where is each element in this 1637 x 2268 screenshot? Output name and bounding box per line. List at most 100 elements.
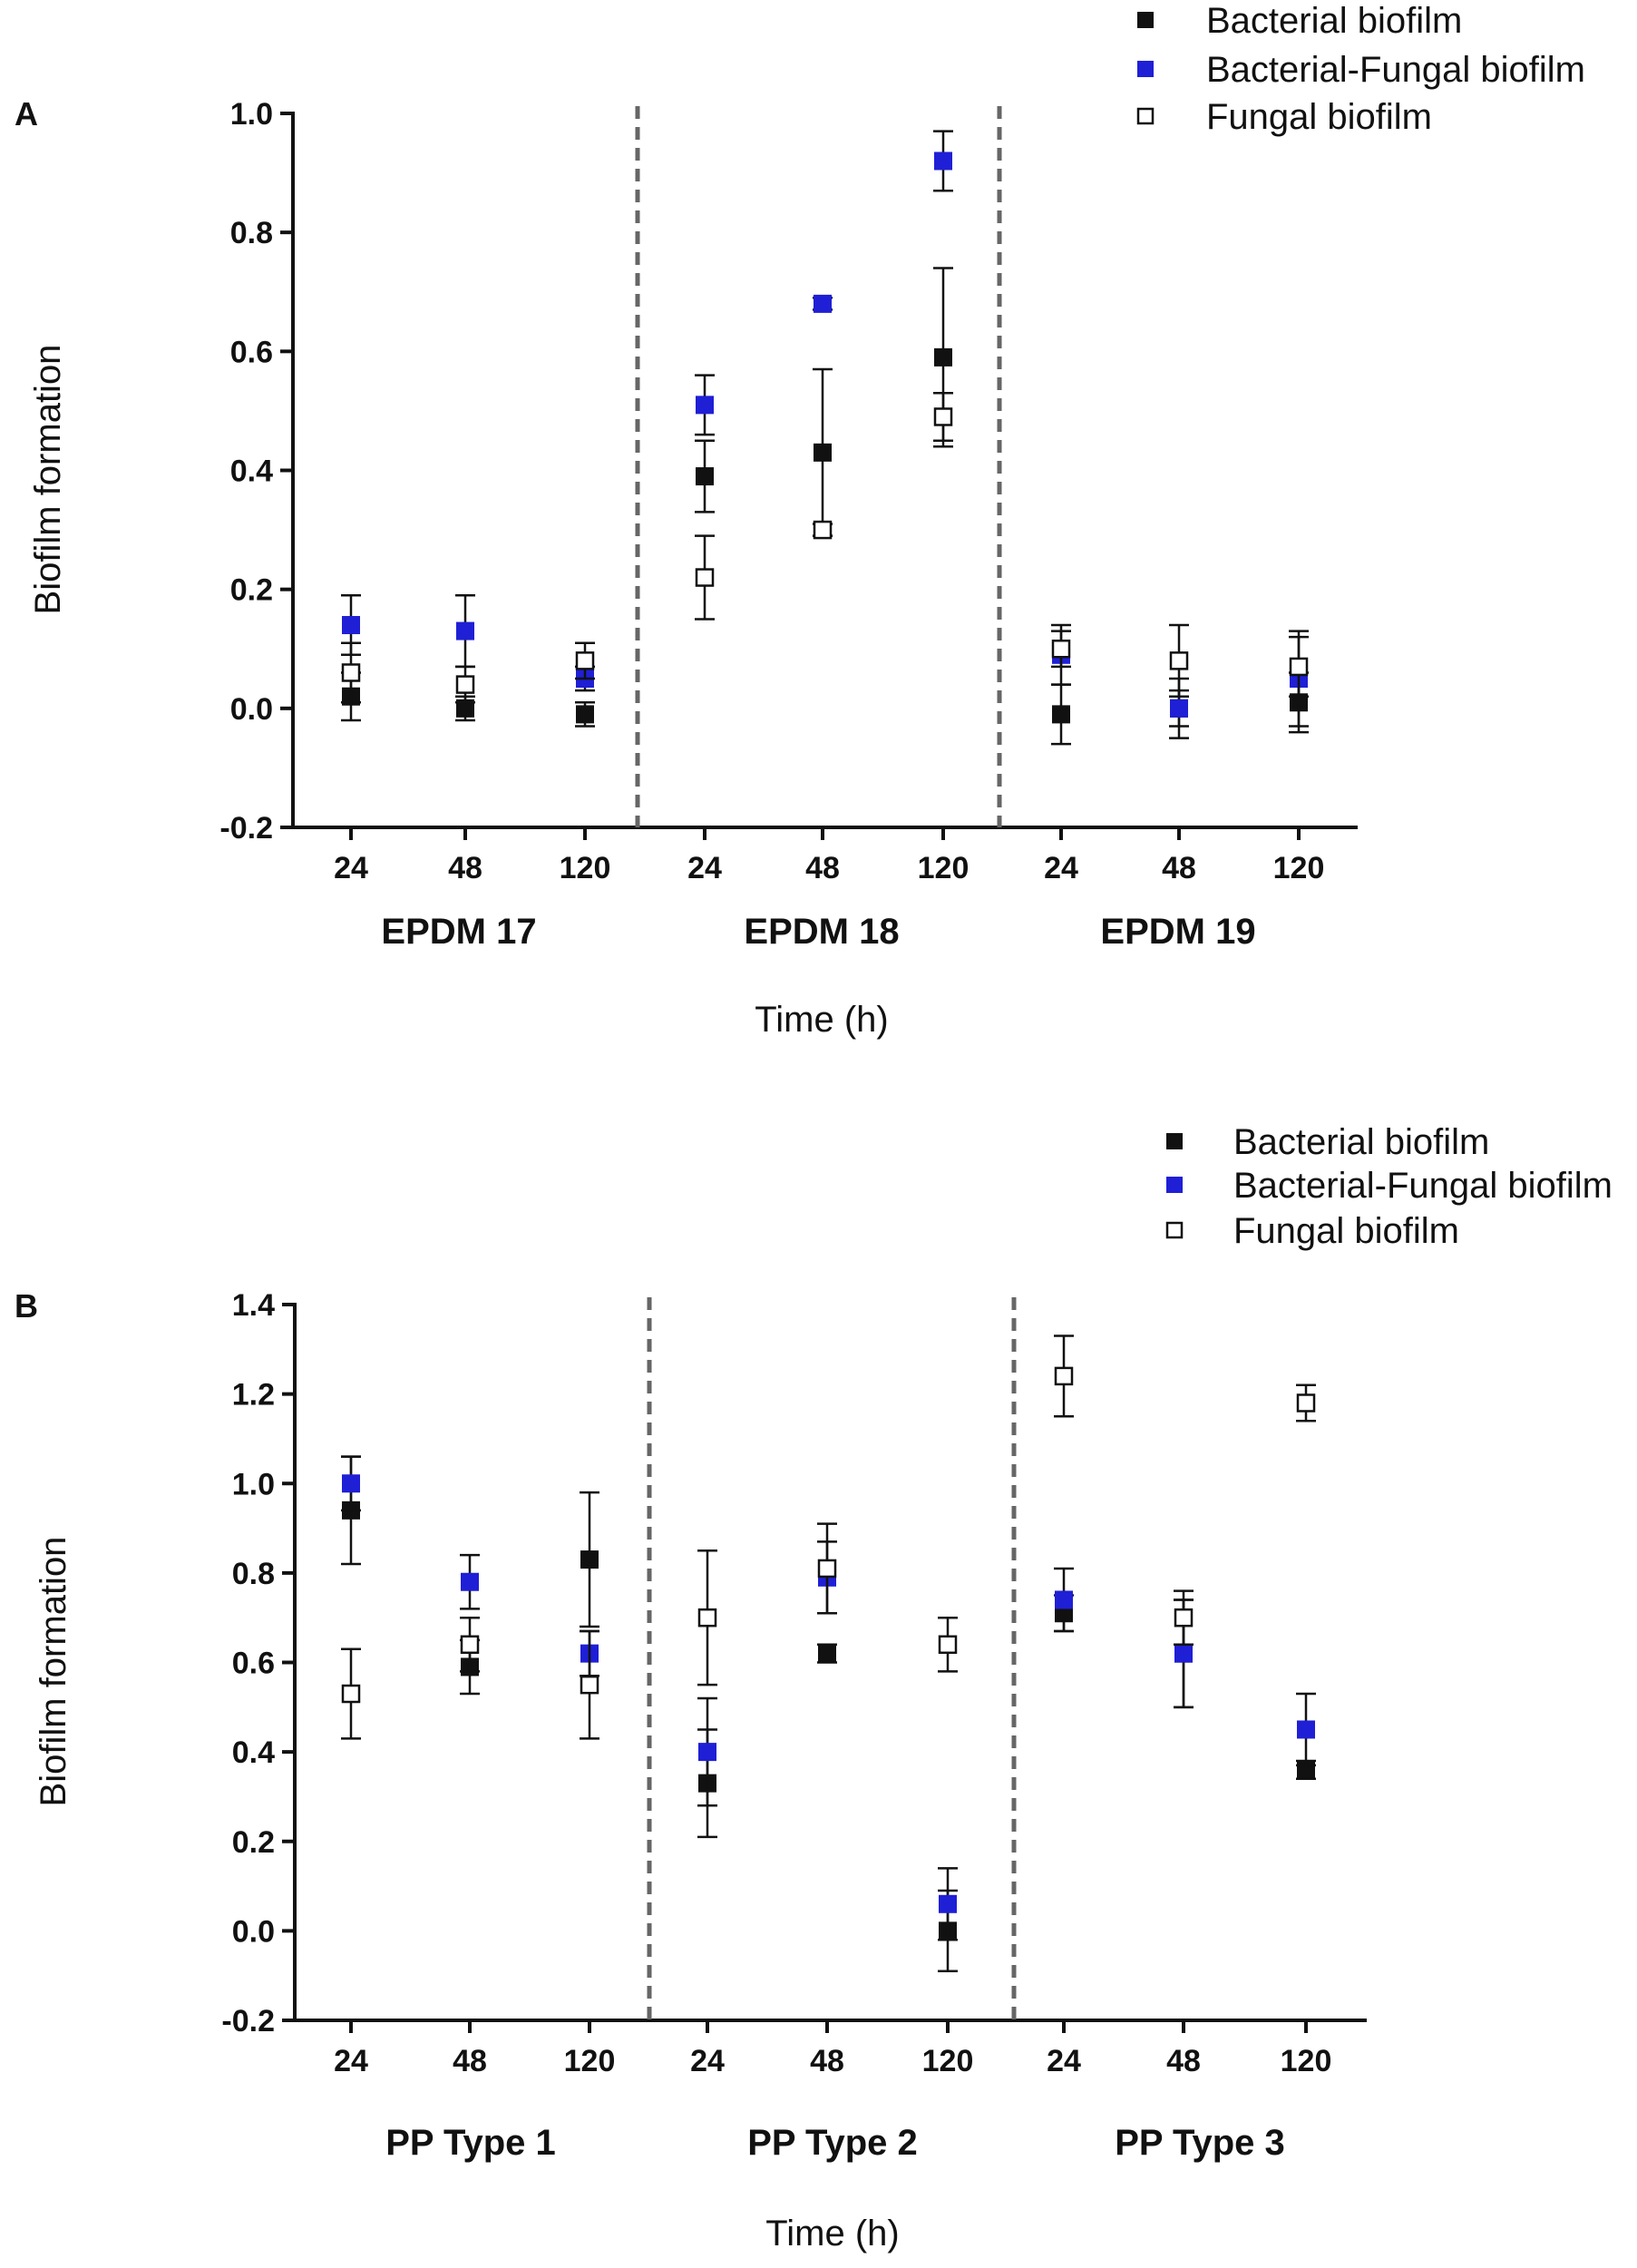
- legend-marker-bacterial: [1166, 1133, 1183, 1149]
- y-tick-label: 0.8: [232, 1557, 275, 1591]
- x-tick-label: 48: [1166, 2044, 1201, 2078]
- y-tick-label: 1.4: [232, 1288, 275, 1323]
- data-point: [697, 1608, 717, 1628]
- x-tick-label: 24: [1047, 2044, 1081, 2078]
- y-tick-label: 0.4: [230, 455, 273, 489]
- data-point: [1051, 640, 1071, 659]
- legend-marker-fungal: [1165, 1221, 1184, 1239]
- data-point: [580, 1675, 599, 1695]
- y-tick-label: 0.0: [232, 1914, 275, 1949]
- y-tick-label: 0.2: [232, 1825, 275, 1860]
- series-bacterial-fungal: [341, 130, 1309, 728]
- data-point: [817, 1559, 837, 1579]
- legend-label: Bacterial-Fungal biofilm: [1206, 50, 1585, 90]
- y-tick-label: 0.8: [230, 216, 273, 250]
- data-point: [342, 616, 360, 635]
- x-axis-title: Time (h): [765, 2214, 899, 2253]
- legend-marker-bacterial-fungal: [1137, 61, 1154, 77]
- legend: Bacterial biofilm Bacterial-Fungal biofil…: [1136, 1, 1585, 137]
- data-point: [580, 1550, 599, 1569]
- x-tick-label: 48: [453, 2044, 487, 2078]
- legend-label: Bacterial biofilm: [1233, 1122, 1489, 1162]
- group-label: EPDM 17: [381, 912, 536, 952]
- data-point: [1055, 1590, 1073, 1609]
- x-tick-label: 120: [1273, 851, 1325, 885]
- series-fungal: [341, 391, 1309, 704]
- data-point: [939, 1894, 957, 1913]
- x-axis-title: Time (h): [755, 1000, 888, 1040]
- x-tick-label: 48: [1162, 851, 1196, 885]
- legend-marker-bacterial-fungal: [1166, 1177, 1183, 1193]
- x-tick-label: 24: [687, 851, 722, 885]
- data-point: [1174, 1608, 1194, 1628]
- data-point: [1054, 1366, 1074, 1386]
- x-tick-label: 48: [805, 851, 840, 885]
- x-tick-label: 120: [1281, 2044, 1332, 2078]
- y-tick-label: 0.2: [230, 573, 273, 608]
- x-tick-label: 48: [810, 2044, 844, 2078]
- y-tick-label: 0.6: [232, 1647, 275, 1681]
- data-point: [1297, 1720, 1315, 1739]
- data-point: [813, 520, 833, 540]
- y-tick-label: 0.4: [232, 1735, 275, 1770]
- group-label: EPDM 19: [1100, 912, 1255, 952]
- panel-label: B: [15, 1287, 38, 1325]
- data-point: [1289, 657, 1309, 677]
- data-point: [460, 1635, 480, 1655]
- data-point: [934, 347, 952, 367]
- data-point: [455, 675, 475, 694]
- x-tick-label: 48: [448, 851, 482, 885]
- x-tick-label: 24: [334, 2044, 368, 2078]
- data-point: [938, 1635, 958, 1655]
- y-tick-label: -0.2: [219, 811, 273, 846]
- data-point: [696, 396, 714, 415]
- data-point: [934, 152, 952, 171]
- panel-b: 1.4 1.2 1.0 0.8 0.6 0.4 0.2 0.0 -0.2 24 48 120 PP Ty…: [15, 1122, 1613, 2253]
- data-point: [696, 467, 714, 486]
- group-label: PP Type 3: [1115, 2123, 1285, 2163]
- panel-label: A: [15, 95, 38, 132]
- series-bacterial: [341, 267, 1309, 746]
- y-tick-label: -0.2: [221, 2004, 275, 2038]
- y-tick-label: 0.6: [230, 335, 273, 369]
- data-point: [814, 443, 832, 462]
- data-point: [576, 705, 594, 724]
- data-point: [456, 699, 474, 718]
- legend-label: Fungal biofilm: [1206, 97, 1432, 137]
- y-tick-label: 1.0: [232, 1467, 275, 1501]
- x-tick-label: 24: [334, 851, 368, 885]
- data-point: [1296, 1393, 1316, 1413]
- series-bacterial-fungal: [341, 1455, 1316, 1941]
- panel-a: 1.0 0.8 0.6 0.4 0.2 0.0 -0.2 24 48 120 EPDM 17 24 48…: [15, 1, 1585, 1040]
- x-tick-label: 120: [918, 851, 970, 885]
- data-point: [1052, 705, 1070, 724]
- x-tick-label: 24: [690, 2044, 725, 2078]
- x-tick-label: 120: [564, 2044, 616, 2078]
- series-fungal: [341, 1334, 1316, 1740]
- data-point: [1174, 1644, 1193, 1663]
- data-point: [342, 1474, 360, 1493]
- group-label: PP Type 1: [385, 2123, 556, 2163]
- data-point: [818, 1644, 836, 1663]
- legend-marker-fungal: [1136, 107, 1155, 125]
- legend-label: Fungal biofilm: [1233, 1211, 1459, 1251]
- legend-label: Bacterial biofilm: [1206, 1, 1462, 41]
- x-tick-label: 120: [560, 851, 611, 885]
- data-point: [341, 1684, 361, 1704]
- group-label: EPDM 18: [744, 912, 899, 952]
- legend-marker-bacterial: [1137, 12, 1154, 28]
- data-point: [456, 621, 474, 640]
- y-axis-title: Biofilm formation: [34, 1537, 73, 1807]
- data-point: [1170, 699, 1188, 718]
- x-tick-label: 120: [922, 2044, 974, 2078]
- data-point: [814, 294, 832, 313]
- data-point: [933, 407, 953, 426]
- data-point: [461, 1572, 479, 1591]
- data-point: [698, 1743, 716, 1762]
- y-tick-label: 1.2: [232, 1378, 275, 1413]
- series-bacterial: [341, 1455, 1316, 1973]
- x-tick-label: 24: [1044, 851, 1078, 885]
- data-point: [1169, 651, 1189, 670]
